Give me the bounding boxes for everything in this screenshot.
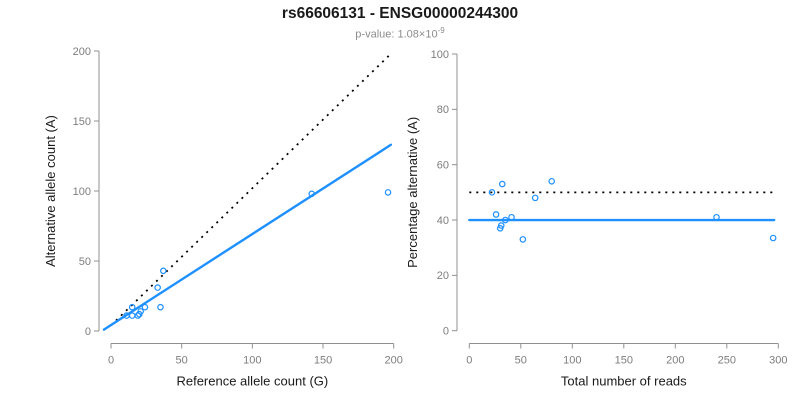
x-tick-label: 150 xyxy=(314,355,332,367)
data-point xyxy=(508,213,515,221)
y-axis-title: Alternative allele count (A) xyxy=(43,115,58,267)
data-point xyxy=(492,211,500,218)
y-axis-title: Percentage alternative (A) xyxy=(405,117,420,268)
y-tick-label: 100 xyxy=(431,49,449,61)
x-tick-label: 300 xyxy=(769,355,787,367)
x-tick-label: 0 xyxy=(466,355,472,367)
y-tick-label: 80 xyxy=(437,104,449,116)
data-point xyxy=(137,308,144,315)
data-point xyxy=(548,177,556,185)
x-axis-title: Reference allele count (G) xyxy=(176,374,328,389)
data-point xyxy=(488,189,496,196)
data-point xyxy=(497,222,505,229)
x-tick-label: 200 xyxy=(666,355,684,367)
data-point xyxy=(713,213,720,221)
fit-line xyxy=(102,143,393,331)
y-tick-label: 150 xyxy=(73,116,91,128)
y-tick-label: 20 xyxy=(437,270,449,282)
y-tick-label: 50 xyxy=(79,256,91,268)
data-point xyxy=(141,303,149,311)
x-tick-label: 250 xyxy=(718,355,736,367)
y-tick-label: 0 xyxy=(85,326,91,338)
data-point xyxy=(498,180,506,188)
x-axis-title: Total number of reads xyxy=(561,374,687,389)
x-tick-label: 0 xyxy=(108,355,114,367)
y-tick-label: 200 xyxy=(73,46,91,58)
x-tick-label: 50 xyxy=(176,355,188,367)
x-tick-label: 50 xyxy=(515,355,527,367)
x-tick-label: 100 xyxy=(243,355,261,367)
data-point xyxy=(769,234,777,242)
y-tick-label: 100 xyxy=(73,186,91,198)
data-point xyxy=(159,267,167,275)
data-point xyxy=(502,216,509,224)
x-tick-label: 150 xyxy=(615,355,633,367)
y-tick-label: 0 xyxy=(443,326,449,338)
data-point xyxy=(154,284,161,291)
data-point xyxy=(519,236,527,243)
data-point xyxy=(128,303,136,311)
data-point xyxy=(308,190,316,198)
y-tick-label: 60 xyxy=(437,160,449,172)
data-point xyxy=(531,194,539,202)
y-tick-label: 40 xyxy=(437,215,449,227)
data-point xyxy=(157,303,164,311)
x-tick-label: 200 xyxy=(385,355,403,367)
data-point xyxy=(384,189,392,196)
x-tick-label: 100 xyxy=(563,355,581,367)
